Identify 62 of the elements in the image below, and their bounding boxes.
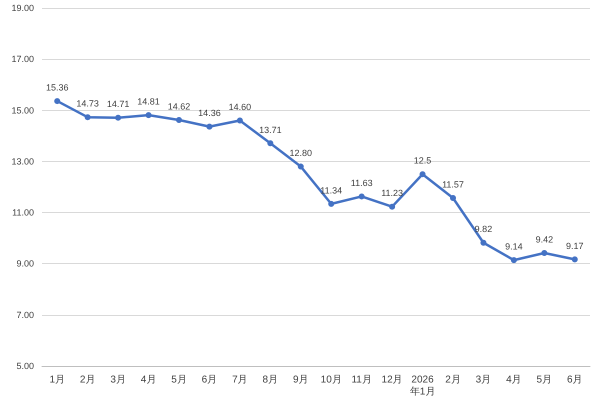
point: [176, 117, 182, 123]
point: [510, 257, 517, 264]
point: [572, 256, 578, 262]
x-tick-label: 9月: [292, 374, 309, 386]
data-label: 14.60: [228, 102, 252, 112]
x-tick-label: 3月: [476, 374, 492, 386]
y-tick-label: 11.00: [12, 208, 34, 218]
x-tick-label: 2月: [80, 374, 96, 386]
data-label: 12.80: [290, 148, 312, 158]
data-label: 15.36: [46, 82, 68, 93]
point: [450, 194, 456, 201]
x-tick-label: 6月: [566, 374, 583, 386]
point: [84, 114, 91, 120]
y-tick-label: 17.00: [11, 54, 34, 64]
x-tick-label: 12月: [382, 374, 403, 386]
point: [420, 171, 426, 178]
data-label: 14.36: [198, 108, 221, 118]
point: [206, 124, 212, 130]
y-tick-label: 15.00: [11, 105, 34, 116]
x-tick-label: 8月: [262, 374, 278, 386]
x-tick-label: 4月: [140, 374, 156, 386]
data-label: 11.34: [320, 185, 342, 196]
x-tick-label: 5月: [536, 374, 552, 386]
x-tick-label: 7月: [232, 374, 248, 386]
point: [115, 114, 122, 121]
y-tick-label: 13.00: [11, 156, 34, 166]
point: [328, 200, 334, 207]
x-tick-label: 2026 年1月: [410, 374, 436, 398]
data-label: 13.71: [259, 124, 282, 135]
y-tick-label: 9.00: [16, 258, 34, 269]
data-label: 12.5: [414, 156, 432, 166]
point: [358, 193, 365, 200]
data-label: 14.62: [168, 102, 190, 112]
data-label: 14.71: [106, 99, 130, 110]
data-label: 9.42: [536, 234, 554, 244]
point: [54, 98, 60, 104]
data-label: 14.73: [76, 98, 99, 109]
x-tick-label: 1月: [49, 374, 66, 386]
point: [541, 250, 548, 256]
data-label: 9.82: [474, 224, 492, 234]
data-label: 11.57: [442, 179, 464, 190]
point: [389, 204, 396, 210]
data-label: 11.63: [350, 178, 373, 188]
data-label: 11.23: [381, 188, 404, 198]
y-tick-label: 7.00: [16, 310, 34, 320]
point: [298, 164, 304, 170]
point: [236, 118, 243, 124]
x-tick-label: 3月: [110, 374, 126, 386]
y-tick-label: 19.00: [11, 3, 34, 13]
x-tick-label: 4月: [506, 374, 522, 386]
point: [267, 140, 274, 146]
x-tick-label: 11月: [351, 374, 372, 386]
data-label: 9.17: [566, 240, 584, 251]
x-tick-label: 6月: [202, 374, 218, 386]
x-tick-label: 5月: [171, 374, 187, 386]
point: [146, 112, 152, 118]
x-tick-label: 2月: [445, 374, 461, 386]
point: [480, 240, 486, 246]
x-tick-label: 10月: [320, 374, 342, 386]
data-label: 14.81: [137, 96, 160, 107]
y-tick-label: 5.00: [16, 361, 34, 371]
data-label: 9.14: [505, 242, 523, 252]
